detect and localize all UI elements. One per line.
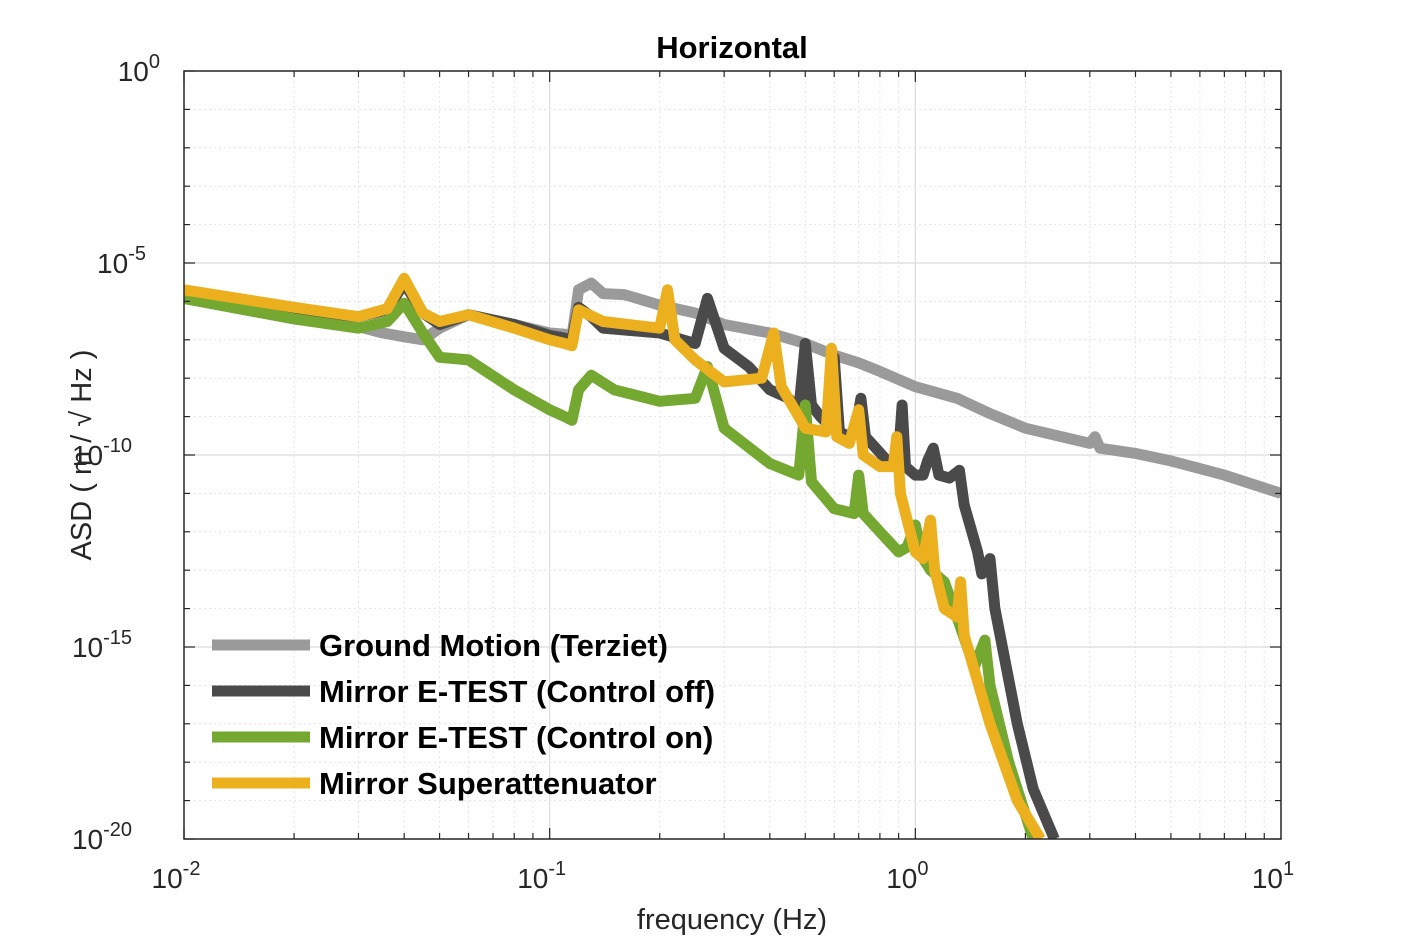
tick-base: 10 — [72, 824, 103, 855]
legend-label-2: Mirror E-TEST (Control off) — [319, 674, 715, 709]
tick-base: 10 — [517, 863, 548, 894]
legend-label-4: Mirror Superattenuator — [319, 766, 657, 801]
x-tick-label: 10-1 — [517, 858, 566, 894]
tick-exponent: -10 — [103, 435, 132, 457]
grid-lines — [184, 71, 1281, 839]
x-tick-label: 10-2 — [152, 858, 201, 894]
tick-base: 10 — [1252, 863, 1283, 894]
series-line-1 — [184, 277, 1281, 499]
y-tick-label: 100 — [118, 51, 160, 87]
tick-base: 10 — [72, 632, 103, 663]
y-tick-label: 10-20 — [72, 819, 132, 855]
tick-exponent: 0 — [917, 858, 928, 880]
x-tick-label: 101 — [1252, 858, 1294, 894]
x-tick-label: 100 — [886, 858, 928, 894]
tick-base: 10 — [886, 863, 917, 894]
tick-exponent: -5 — [128, 243, 146, 265]
chart-title: Horizontal — [656, 30, 808, 65]
legend-label-3: Mirror E-TEST (Control on) — [319, 720, 713, 755]
legend-label-1: Ground Motion (Terziet) — [319, 628, 668, 663]
tick-base: 10 — [152, 863, 183, 894]
y-tick-label: 10-10 — [72, 435, 132, 471]
tick-exponent: 0 — [149, 51, 160, 73]
tick-exponent: -15 — [103, 627, 132, 649]
x-tick-labels: 10-2 10-1 100 101 — [152, 858, 1295, 894]
tick-exponent: -2 — [183, 858, 201, 880]
tick-base: 10 — [118, 56, 149, 87]
series-layer — [184, 272, 1281, 839]
y-axis-label: ASD ( m / √ Hz ) — [66, 350, 98, 561]
series-line-4 — [184, 272, 1046, 839]
y-tick-label: 10-15 — [72, 627, 132, 663]
x-axis-label: frequency (Hz) — [637, 904, 827, 936]
y-tick-label: 10-5 — [97, 243, 146, 279]
tick-marks — [183, 70, 1281, 840]
tick-exponent: -20 — [103, 819, 132, 841]
legend: Ground Motion (Terziet) Mirror E-TEST (Co… — [212, 628, 715, 801]
tick-exponent: -1 — [548, 858, 566, 880]
tick-exponent: 1 — [1283, 858, 1294, 880]
tick-base: 10 — [72, 440, 103, 471]
tick-base: 10 — [97, 248, 128, 279]
